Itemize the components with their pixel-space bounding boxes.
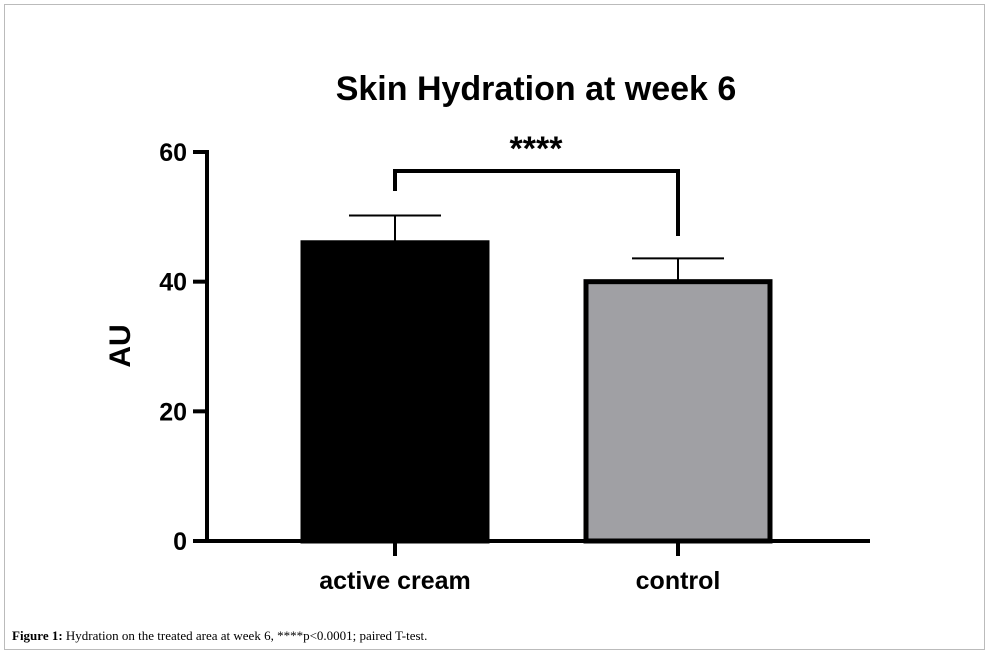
chart-title: Skin Hydration at week 6: [336, 70, 737, 108]
figure-border: [4, 4, 985, 650]
x-tick-label: active cream: [319, 567, 471, 595]
y-axis-label: AU: [104, 324, 137, 367]
y-tick-label: 40: [159, 269, 187, 297]
bar: [583, 279, 773, 544]
y-tick-label: 0: [173, 528, 187, 556]
y-tick-label: 60: [159, 139, 187, 167]
caption: Figure 1: Hydration on the treated area …: [12, 628, 427, 643]
caption-label: Figure 1:: [12, 628, 63, 643]
significance-label: ****: [510, 130, 564, 168]
significance-bracket: [393, 169, 680, 236]
y-tick-label: 20: [159, 398, 187, 426]
bar: [300, 240, 490, 544]
x-tick-label: control: [636, 567, 721, 595]
caption-text: Hydration on the treated area at week 6,…: [66, 628, 427, 643]
